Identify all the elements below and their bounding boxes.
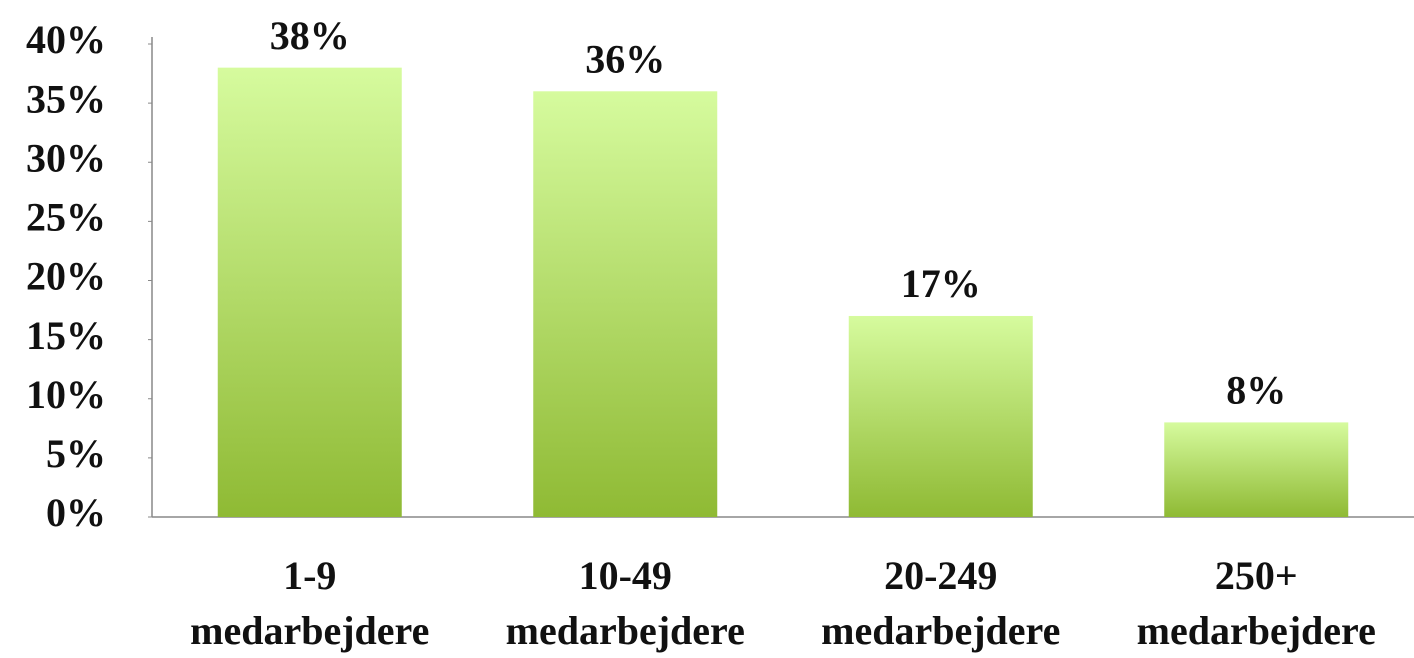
y-tick-label: 0% <box>46 490 106 535</box>
y-tick-label: 10% <box>26 372 106 417</box>
bar <box>848 315 1033 517</box>
y-tick-label: 25% <box>26 195 106 240</box>
y-tick-label: 35% <box>26 76 106 121</box>
data-label: 36% <box>585 36 665 81</box>
x-tick-label: 10-49 medarbejdere <box>505 553 745 653</box>
bar <box>217 67 402 518</box>
y-tick-label: 30% <box>26 135 106 180</box>
data-label: 8% <box>1226 368 1286 413</box>
bar <box>533 91 718 518</box>
data-label: 38% <box>270 13 350 58</box>
x-tick-label: 20-249 medarbejdere <box>821 553 1061 653</box>
x-tick-label: 1-9 medarbejdere <box>190 553 430 653</box>
bar <box>1164 422 1349 517</box>
data-label: 17% <box>901 261 981 306</box>
y-tick-label: 20% <box>26 254 106 299</box>
y-tick-label: 40% <box>26 17 106 62</box>
y-tick-label: 15% <box>26 313 106 358</box>
x-tick-label: 250+ medarbejdere <box>1136 553 1376 653</box>
y-tick-label: 5% <box>46 431 106 476</box>
